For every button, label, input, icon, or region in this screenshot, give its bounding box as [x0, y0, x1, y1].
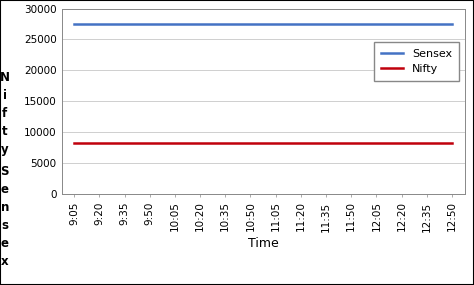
- Sensex: [122, 22, 128, 26]
- Nifty: [399, 141, 404, 144]
- Sensex: [197, 22, 203, 26]
- Nifty: [374, 141, 379, 144]
- Nifty: [323, 141, 329, 144]
- Nifty: [197, 141, 203, 144]
- Nifty: [247, 141, 253, 144]
- Sensex: [222, 22, 228, 26]
- Nifty: [172, 141, 178, 144]
- X-axis label: Time: Time: [248, 237, 278, 250]
- Sensex: [348, 22, 354, 26]
- Sensex: [273, 22, 279, 26]
- Legend: Sensex, Nifty: Sensex, Nifty: [374, 42, 459, 81]
- Nifty: [348, 141, 354, 144]
- Nifty: [222, 141, 228, 144]
- Sensex: [72, 22, 77, 26]
- Nifty: [273, 141, 279, 144]
- Sensex: [97, 22, 102, 26]
- Nifty: [449, 141, 455, 144]
- Sensex: [424, 22, 429, 26]
- Sensex: [323, 22, 329, 26]
- Sensex: [374, 22, 379, 26]
- Nifty: [424, 141, 429, 144]
- Text: S
e
n
s
e
x: S e n s e x: [0, 165, 9, 268]
- Sensex: [172, 22, 178, 26]
- Sensex: [298, 22, 304, 26]
- Nifty: [97, 141, 102, 144]
- Nifty: [122, 141, 128, 144]
- Nifty: [298, 141, 304, 144]
- Sensex: [449, 22, 455, 26]
- Sensex: [247, 22, 253, 26]
- Sensex: [399, 22, 404, 26]
- Sensex: [147, 22, 153, 26]
- Nifty: [72, 141, 77, 144]
- Nifty: [147, 141, 153, 144]
- Text: N
i
f
t
y: N i f t y: [0, 71, 10, 156]
